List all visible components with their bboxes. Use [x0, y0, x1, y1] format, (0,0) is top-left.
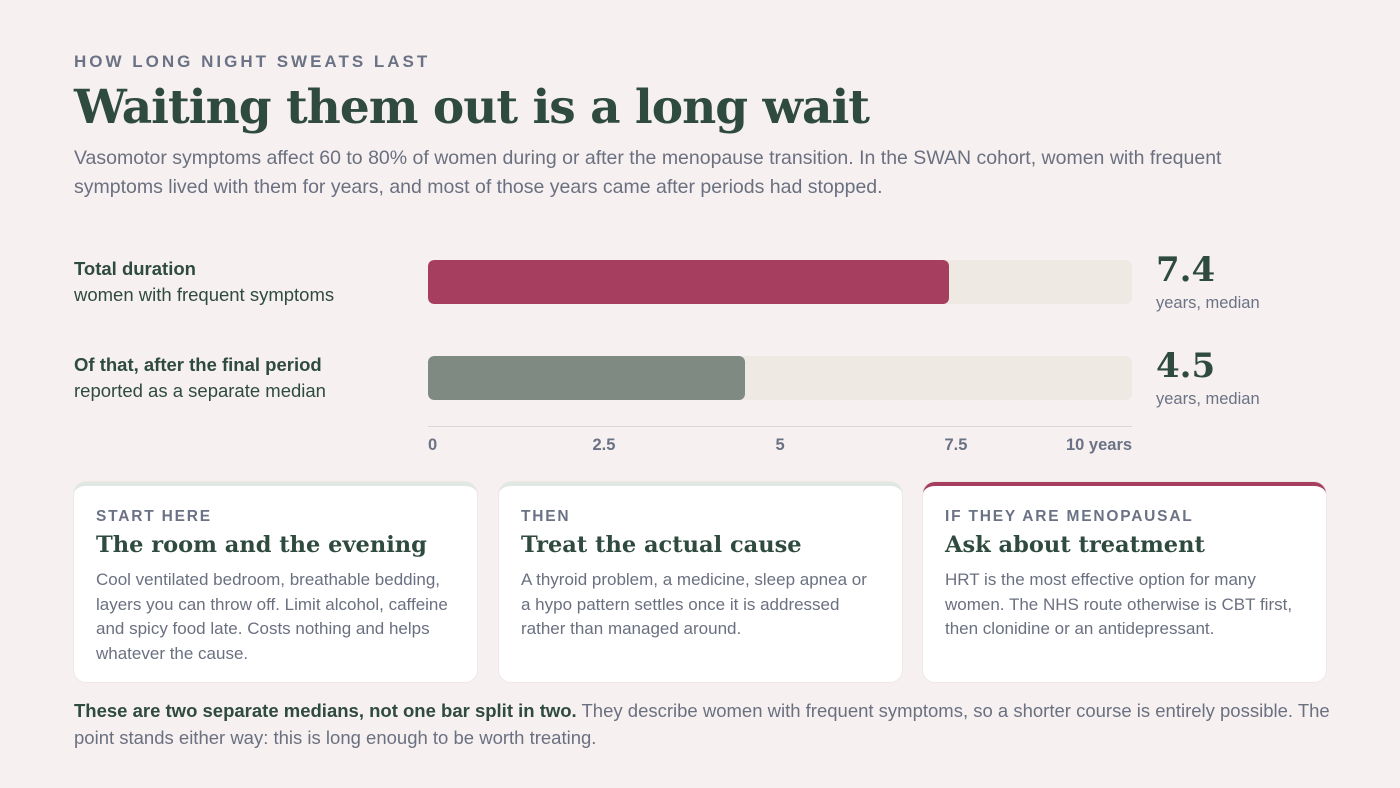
category-label: Of that, after the final period reported …	[74, 352, 326, 404]
bar-value-unit: years, median	[1156, 294, 1260, 312]
footnote-text: They describe women with frequent sympto…	[74, 700, 1330, 748]
x-tick-label: 2.5	[592, 436, 616, 454]
chart-row: Of that, after the final period reported …	[74, 346, 1326, 408]
footnote: These are two separate medians, not one …	[74, 697, 1334, 751]
card-body: HRT is the most effective option for man…	[945, 570, 1293, 638]
bar-value-label: 4.5	[1156, 346, 1216, 386]
card-kicker: THEN	[521, 508, 571, 525]
card-title: Treat the actual cause	[521, 532, 802, 558]
x-axis-line	[428, 426, 1132, 427]
bar-chart: Total duration women with frequent sympto…	[74, 250, 1326, 465]
x-tick-label: 0	[428, 436, 438, 454]
category-label: Total duration women with frequent sympto…	[74, 256, 334, 308]
bar	[428, 356, 745, 400]
bar-track	[428, 260, 1132, 304]
footnote-bold: These are two separate medians, not one …	[74, 700, 577, 721]
category-name: Of that, after the final period	[74, 354, 322, 375]
category-sublabel: reported as a separate median	[74, 380, 326, 401]
card-body: A thyroid problem, a medicine, sleep apn…	[521, 570, 867, 638]
category-name: Total duration	[74, 258, 196, 279]
card-kicker: START HERE	[96, 508, 212, 525]
advice-cards: START HERE The room and the evening Cool…	[74, 482, 1326, 682]
bar-track	[428, 356, 1132, 400]
x-tick-label: 10 years	[1066, 436, 1133, 454]
card-menopausal: IF THEY ARE MENOPAUSAL Ask about treatme…	[923, 482, 1326, 682]
card-then: THEN Treat the actual cause A thyroid pr…	[499, 482, 902, 682]
x-tick-label: 5	[775, 436, 785, 454]
page-subtitle: Vasomotor symptoms affect 60 to 80% of w…	[74, 147, 1222, 198]
card-kicker: IF THEY ARE MENOPAUSAL	[945, 508, 1194, 525]
chart-row: Total duration women with frequent sympto…	[74, 250, 1326, 312]
category-sublabel: women with frequent symptoms	[74, 284, 335, 305]
card-body: Cool ventilated bedroom, breathable bedd…	[96, 570, 448, 663]
card-title: The room and the evening	[96, 532, 427, 558]
card-title: Ask about treatment	[945, 532, 1205, 558]
bar-value-unit: years, median	[1156, 390, 1260, 408]
card-start-here: START HERE The room and the evening Cool…	[74, 482, 477, 682]
bar-value-label: 7.4	[1156, 250, 1216, 290]
eyebrow: HOW LONG NIGHT SWEATS LAST	[74, 52, 431, 71]
x-tick-label: 7.5	[944, 436, 968, 454]
bar	[428, 260, 949, 304]
page-title: Waiting them out is a long wait	[74, 80, 870, 135]
